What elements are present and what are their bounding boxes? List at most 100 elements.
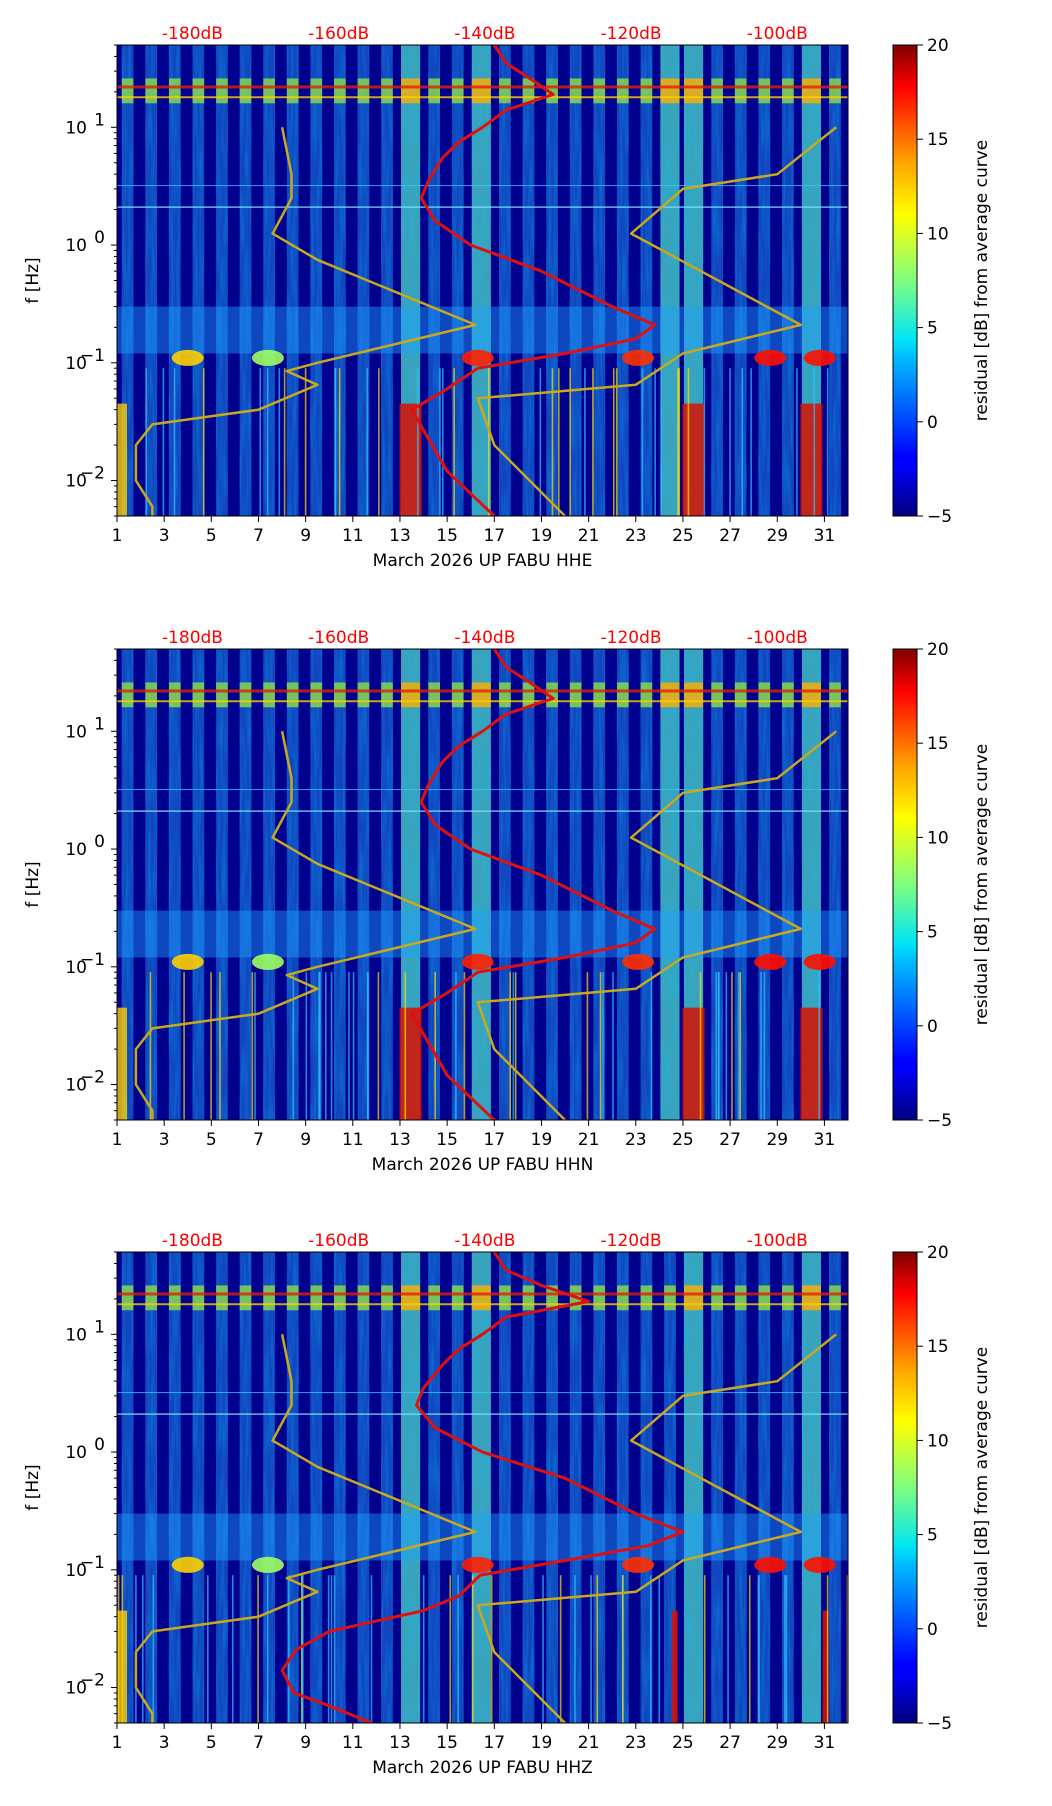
spike-line	[539, 368, 542, 516]
band-texture	[381, 649, 393, 1120]
band-texture	[829, 649, 841, 1120]
hum-line	[117, 789, 848, 791]
x-tick-label: 1	[112, 1733, 123, 1753]
db-scale-label: -180dB	[162, 24, 223, 44]
band-texture	[546, 45, 558, 516]
spike-line	[596, 1575, 599, 1723]
hf-burst	[829, 682, 841, 708]
colorbar-tick-label: 15	[927, 734, 949, 754]
spike-line	[283, 368, 286, 516]
x-tick-label: 11	[342, 1733, 364, 1753]
average-curve	[280, 1252, 685, 1723]
spike-line	[173, 368, 176, 516]
x-tick-label: 1	[112, 526, 123, 546]
y-tick-label: 10	[65, 1325, 87, 1345]
band-texture	[801, 649, 822, 1120]
hf-burst	[782, 1285, 794, 1311]
spike-line	[725, 972, 728, 1120]
band-texture	[428, 45, 440, 516]
colorbar-tick-label: 0	[927, 1620, 938, 1640]
hf-burst	[758, 682, 771, 708]
band-texture	[334, 45, 346, 516]
hf-burst	[569, 78, 582, 104]
y-tick-label: 10	[65, 1443, 87, 1463]
y-tick-exponent: −2	[80, 1068, 105, 1088]
spike-line	[370, 1575, 373, 1723]
band-texture	[801, 1252, 822, 1723]
x-tick-label: 27	[719, 1733, 741, 1753]
spike-line	[378, 368, 380, 516]
hf-burst	[616, 1285, 629, 1311]
band-texture	[263, 649, 275, 1120]
spike-line	[818, 972, 820, 1120]
spike-line	[367, 972, 369, 1120]
spike-line	[416, 368, 419, 516]
band-texture	[334, 1252, 346, 1723]
db-scale-label: -140dB	[454, 628, 515, 648]
hf-burst	[428, 78, 440, 104]
hf-burst	[145, 682, 158, 708]
spike-line	[509, 972, 511, 1120]
spike-line	[488, 368, 490, 516]
band-texture	[428, 649, 440, 1120]
hf-burst	[239, 78, 252, 104]
hf-burst	[121, 1285, 134, 1311]
hf-burst	[310, 682, 323, 708]
spike-line	[439, 368, 441, 516]
band-texture	[357, 1252, 370, 1723]
hf-burst	[310, 78, 323, 104]
band-texture	[640, 45, 653, 516]
band-texture	[263, 45, 275, 516]
spike-line	[622, 1575, 624, 1723]
y-tick-exponent: 1	[94, 714, 105, 734]
spike-line	[739, 972, 742, 1120]
y-tick-exponent: 1	[94, 1317, 105, 1337]
band-texture	[121, 1252, 134, 1723]
y-tick-exponent: −2	[80, 464, 105, 484]
storm-blob	[461, 349, 494, 366]
band-texture	[546, 649, 558, 1120]
band-texture	[801, 45, 822, 516]
colorbar-tick-label: 5	[927, 1526, 938, 1546]
storm-blob	[754, 349, 787, 366]
colorbar-gradient	[892, 1251, 918, 1724]
spike-line	[206, 1575, 209, 1723]
edge-band	[117, 1007, 127, 1120]
hf-burst	[711, 1285, 723, 1311]
x-tick-label: 7	[253, 1733, 264, 1753]
spike-line	[660, 368, 663, 516]
x-tick-label: 19	[531, 1130, 553, 1150]
storm-blob	[803, 349, 836, 366]
noise-model-curve	[134, 730, 837, 1120]
spike-line	[251, 972, 254, 1120]
band-texture	[192, 1252, 205, 1723]
spike-line	[183, 972, 185, 1120]
spike-line	[760, 972, 762, 1120]
hf-burst	[357, 1285, 370, 1311]
db-scale-label: -100dB	[747, 628, 808, 648]
hf-burst	[145, 1285, 158, 1311]
spike-line	[592, 368, 594, 516]
spike-line	[463, 972, 466, 1120]
spike-line	[612, 972, 614, 1120]
y-tick-exponent: 0	[94, 832, 105, 852]
band-texture	[168, 649, 181, 1120]
hf-burst	[734, 1285, 747, 1311]
spike-line	[338, 368, 341, 516]
hum-line	[117, 1413, 848, 1415]
x-tick-label: 25	[672, 526, 694, 546]
x-tick-label: 25	[672, 1733, 694, 1753]
spike-line	[449, 1575, 452, 1723]
db-scale-label: -140dB	[454, 24, 515, 44]
band-texture	[593, 45, 606, 516]
spike-line	[442, 368, 444, 516]
low-frequency-column	[822, 1610, 829, 1723]
hf-burst	[401, 682, 421, 708]
x-tick-label: 11	[342, 526, 364, 546]
y-tick-label: 10	[65, 1561, 87, 1581]
band-texture	[381, 1252, 393, 1723]
band-texture	[593, 649, 606, 1120]
x-tick-label: 15	[436, 526, 458, 546]
spike-line	[210, 972, 212, 1120]
microseism-band	[117, 306, 848, 354]
